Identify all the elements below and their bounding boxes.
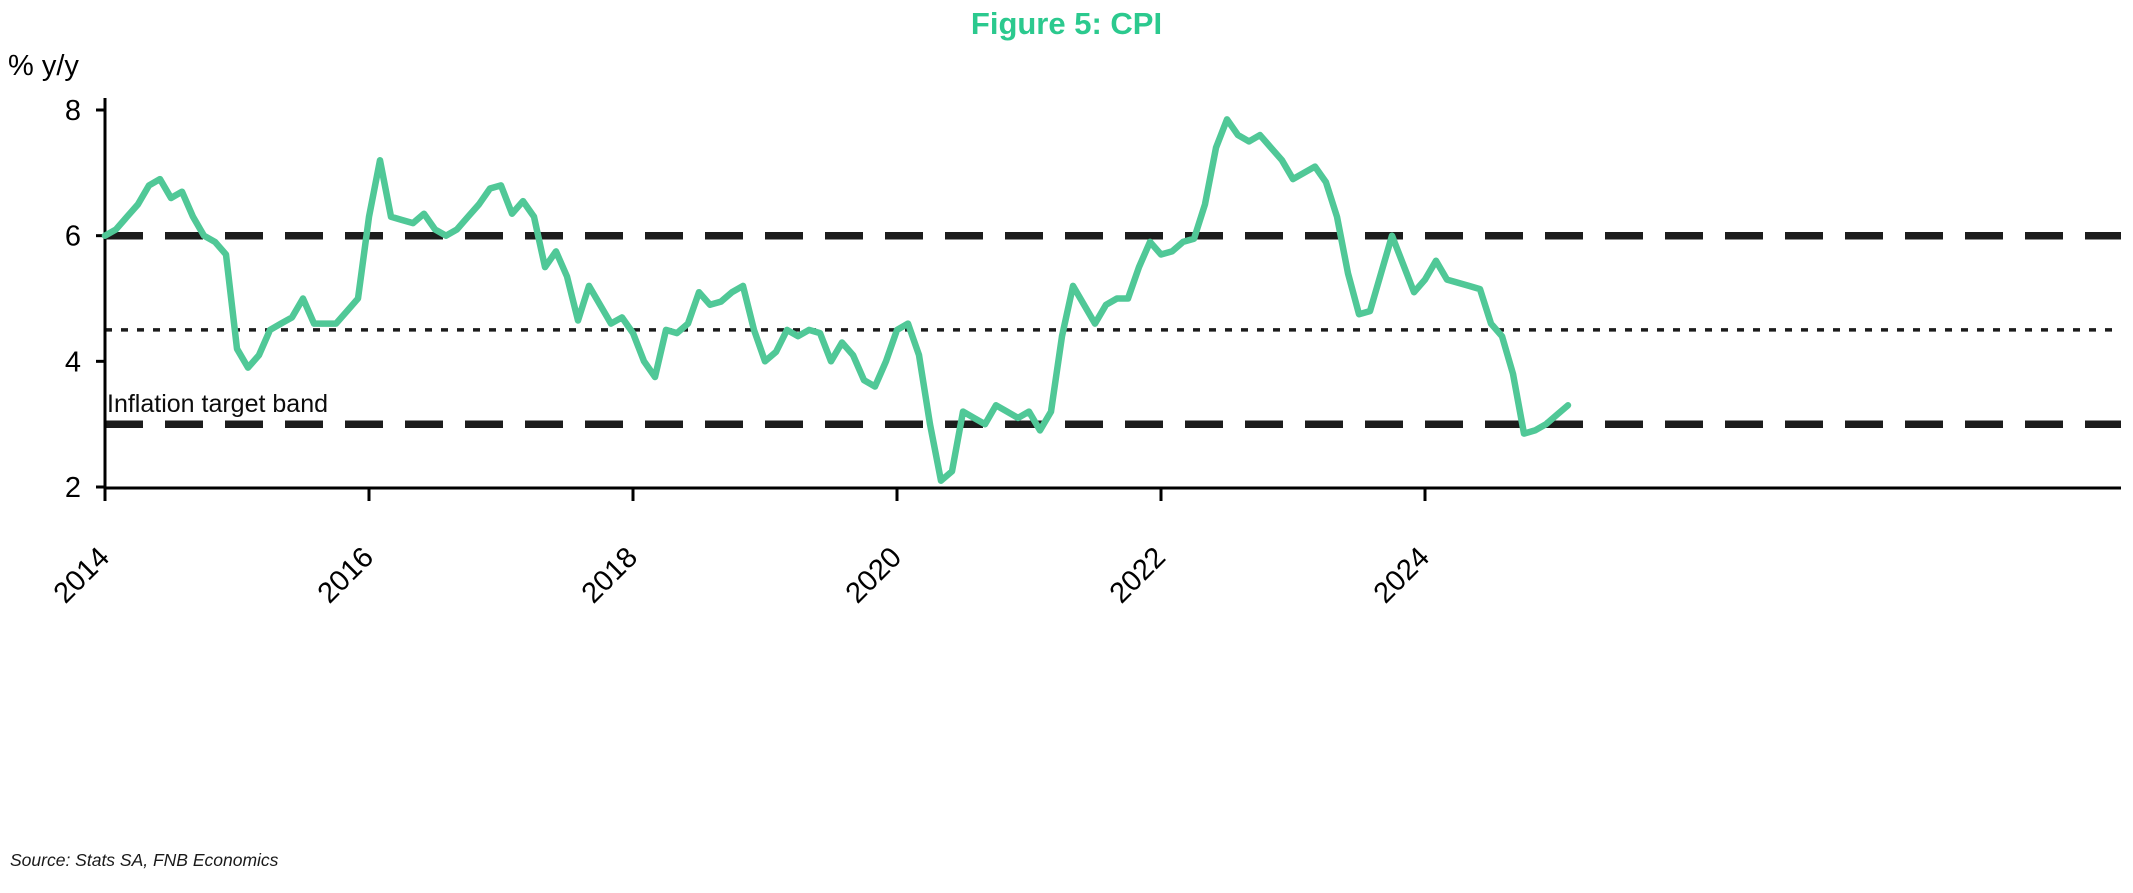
svg-text:2022: 2022 xyxy=(1104,541,1172,609)
y-axis-unit-label: % y/y xyxy=(8,50,79,82)
svg-text:2020: 2020 xyxy=(840,541,908,609)
svg-text:2016: 2016 xyxy=(312,541,380,609)
svg-text:8: 8 xyxy=(65,95,81,127)
svg-text:6: 6 xyxy=(65,221,81,253)
svg-text:4: 4 xyxy=(65,346,81,378)
source-note: Source: Stats SA, FNB Economics xyxy=(10,850,279,870)
svg-text:2: 2 xyxy=(65,472,81,504)
inflation-target-band-label: Inflation target band xyxy=(107,390,328,418)
svg-text:2014: 2014 xyxy=(48,541,116,609)
svg-text:2024: 2024 xyxy=(1368,541,1436,609)
svg-text:2018: 2018 xyxy=(576,541,644,609)
chart-title: Figure 5: CPI xyxy=(970,6,1163,41)
